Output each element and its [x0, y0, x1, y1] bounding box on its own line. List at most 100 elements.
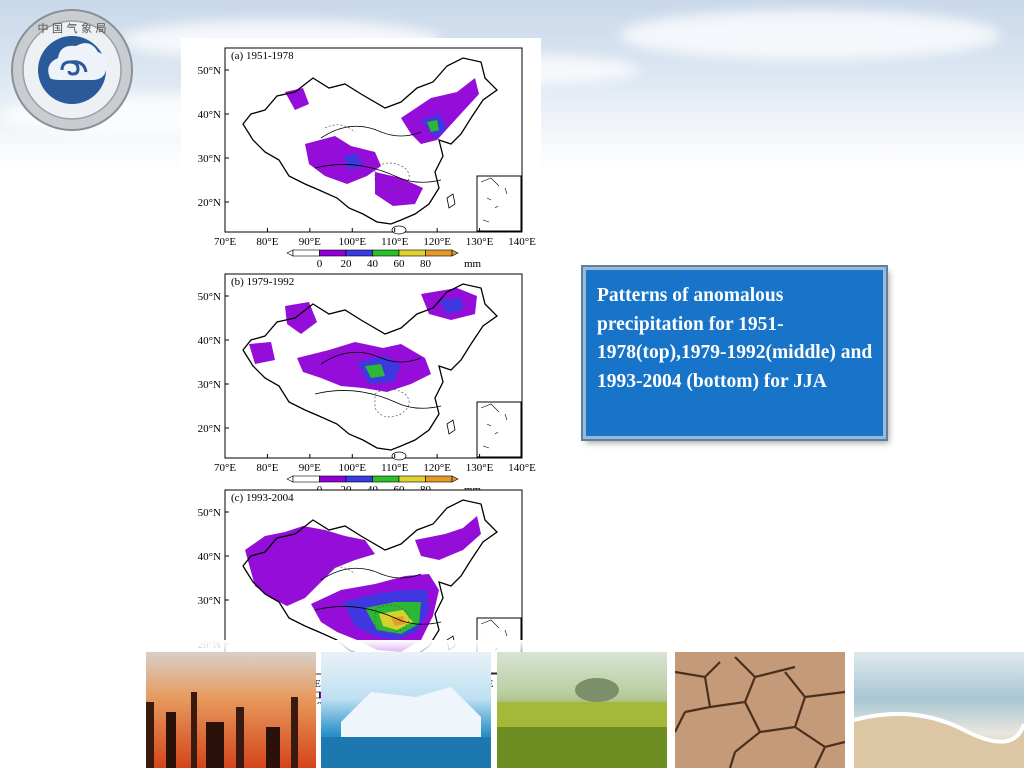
caption-box: Patterns of anomalous precipitation for … [583, 267, 886, 439]
colorbar-segment [292, 475, 320, 483]
colorbar-tick-label: 40 [367, 258, 379, 270]
lon-label: 100°E [338, 462, 366, 474]
china-outline [242, 283, 499, 451]
contour-line [374, 604, 410, 634]
contour-line [374, 388, 410, 418]
river-line [320, 125, 422, 139]
precip-anomaly-area [427, 120, 439, 132]
lon-label: 70°E [214, 236, 236, 248]
colorbar-arrow-left [286, 475, 294, 483]
precip-anomaly-area [391, 616, 405, 626]
river-line [320, 567, 422, 581]
panel-title: (c) 1993-2004 [231, 492, 294, 504]
lat-label: 30°N [198, 153, 221, 165]
inset-coastline [480, 177, 508, 223]
lon-label: 120°E [423, 236, 451, 248]
lat-label: 40°N [198, 109, 221, 121]
china-outline [242, 57, 499, 225]
island-taiwan [446, 419, 456, 435]
lon-label: 90°E [299, 236, 321, 248]
lat-label: 50°N [198, 65, 221, 77]
china-outline [242, 499, 499, 667]
precip-anomaly-area [375, 172, 423, 206]
lon-label: 80°E [256, 236, 278, 248]
lon-label: 100°E [338, 236, 366, 248]
beach-photo [854, 652, 1024, 768]
precip-anomaly-area [245, 526, 375, 606]
lon-label: 130°E [466, 462, 494, 474]
precip-anomaly-area [343, 154, 363, 170]
island-hainan [391, 451, 407, 461]
river-line [314, 606, 442, 625]
precip-anomaly-area [415, 516, 481, 560]
glacier-photo [321, 652, 491, 768]
colorbar-segment [345, 475, 373, 483]
lon-label: 70°E [214, 462, 236, 474]
precipitation-maps: (a) 1951-1978 50°N 40°N 30°N 20°N 70°E 80°E 90°… [198, 47, 536, 704]
south-china-sea-inset [476, 401, 522, 458]
precip-anomaly-area [365, 364, 385, 378]
lon-label: 110°E [381, 462, 408, 474]
lat-label: 20°N [198, 197, 221, 209]
island-taiwan [446, 193, 456, 209]
lon-label: 110°E [381, 236, 408, 248]
colorbar-segment [319, 249, 347, 257]
precip-anomaly-area [401, 78, 479, 144]
river-line [314, 390, 442, 409]
colorbar-segment [372, 475, 400, 483]
industry-photo [146, 652, 316, 768]
precip-anomaly-area [439, 298, 463, 314]
lon-label: 80°E [256, 462, 278, 474]
colorbar-segment [425, 475, 453, 483]
south-china-sea-inset [476, 175, 522, 232]
precip-anomaly-area [305, 136, 381, 184]
colorbar-segment [425, 249, 453, 257]
lon-label: 140°E [508, 462, 536, 474]
map-content [242, 283, 522, 461]
map-content [242, 57, 522, 235]
inset-coastline [480, 403, 508, 449]
colorbar-arrow-left [286, 249, 294, 257]
lon-label: 90°E [299, 462, 321, 474]
map-panel-1: (a) 1951-1978 50°N 40°N 30°N 20°N 70°E 80°E 90°… [198, 47, 536, 270]
panel-title: (a) 1951-1978 [231, 50, 294, 62]
colorbar-segment [398, 249, 426, 257]
colorbar-tick-label: 80 [420, 258, 432, 270]
panel-title: (b) 1979-1992 [231, 276, 294, 288]
field-photo [497, 652, 667, 768]
colorbar-unit: mm [464, 258, 482, 270]
caption-text: Patterns of anomalous precipitation for … [597, 285, 873, 392]
contour-line [374, 162, 410, 192]
lat-label: 40°N [198, 335, 221, 347]
colorbar-tick-label: 20 [341, 258, 353, 270]
precip-anomaly-area [249, 342, 275, 364]
river-line [314, 164, 442, 183]
svg-text:中 国 气 象 局: 中 国 气 象 局 [38, 21, 107, 35]
colorbar-segment [345, 249, 373, 257]
contour-line [324, 124, 356, 133]
lat-label: 30°N [198, 595, 221, 607]
colorbar-segment [398, 475, 426, 483]
lat-label: 20°N [198, 423, 221, 435]
lat-label: 30°N [198, 379, 221, 391]
colorbar-segment [319, 475, 347, 483]
colorbar-segment [372, 249, 400, 257]
colorbar-arrow-right [451, 249, 459, 257]
colorbar-tick-label: 0 [317, 700, 323, 704]
lon-label: 130°E [466, 236, 494, 248]
island-hainan [391, 225, 407, 235]
lon-label: 140°E [508, 236, 536, 248]
colorbar-tick-label: 60 [394, 258, 406, 270]
map-panel-2: (b) 1979-1992 50°N 40°N 30°N 20°N 70°E 80°E 90°… [198, 273, 536, 496]
cma-logo: 中 国 气 象 局 [10, 8, 134, 132]
lon-label: 120°E [423, 462, 451, 474]
lat-label: 40°N [198, 551, 221, 563]
lat-label: 50°N [198, 291, 221, 303]
cracked-earth-photo [675, 652, 845, 768]
contour-line [324, 350, 356, 359]
cloud [620, 10, 1000, 60]
lat-label: 50°N [198, 507, 221, 519]
precip-anomaly-area [285, 302, 317, 334]
precipitation-figure: (a) 1951-1978 50°N 40°N 30°N 20°N 70°E 80°E 90°… [181, 38, 541, 704]
contour-line [324, 566, 356, 575]
